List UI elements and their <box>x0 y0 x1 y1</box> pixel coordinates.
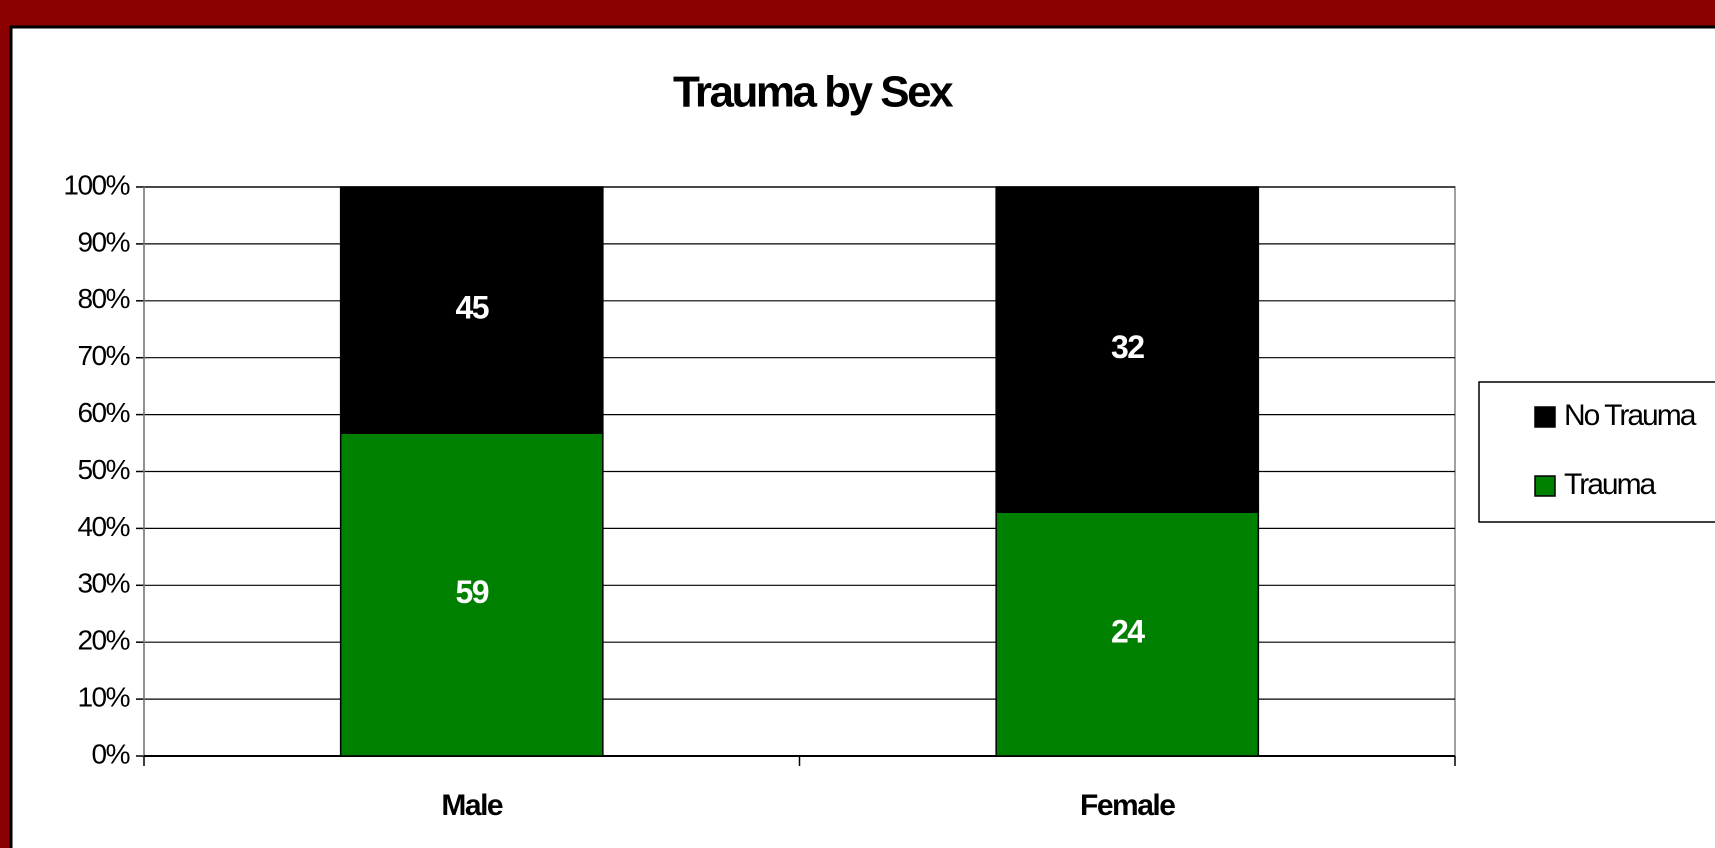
data-label: 24 <box>1111 614 1145 650</box>
data-label: 59 <box>455 574 488 610</box>
bar-segment <box>995 511 1260 757</box>
chart-title: Trauma by Sex <box>673 68 954 117</box>
y-tick-label: 100% <box>63 169 129 200</box>
legend-marker <box>1534 475 1556 497</box>
y-tick-label: 20% <box>77 625 129 656</box>
data-label: 32 <box>1111 329 1144 365</box>
y-tick-label: 60% <box>77 397 129 428</box>
y-tick-label: 30% <box>77 568 129 599</box>
legend-marker <box>1534 406 1556 428</box>
legend-box <box>1478 381 1715 523</box>
legend-label: No Trauma <box>1564 399 1697 432</box>
y-tick-label: 70% <box>77 340 129 371</box>
data-label: 45 <box>455 290 488 326</box>
x-tick-label: Male <box>441 789 503 822</box>
y-tick-label: 90% <box>77 226 129 257</box>
y-tick-label: 10% <box>77 681 129 712</box>
y-tick-label: 40% <box>77 511 129 542</box>
y-tick-label: 50% <box>77 454 129 485</box>
y-tick-label: 0% <box>92 738 130 769</box>
legend-label: Trauma <box>1564 468 1657 501</box>
y-tick-label: 80% <box>77 283 129 314</box>
bar-segment <box>995 186 1260 513</box>
bar-segment <box>339 186 604 434</box>
x-tick-label: Female <box>1080 789 1175 822</box>
